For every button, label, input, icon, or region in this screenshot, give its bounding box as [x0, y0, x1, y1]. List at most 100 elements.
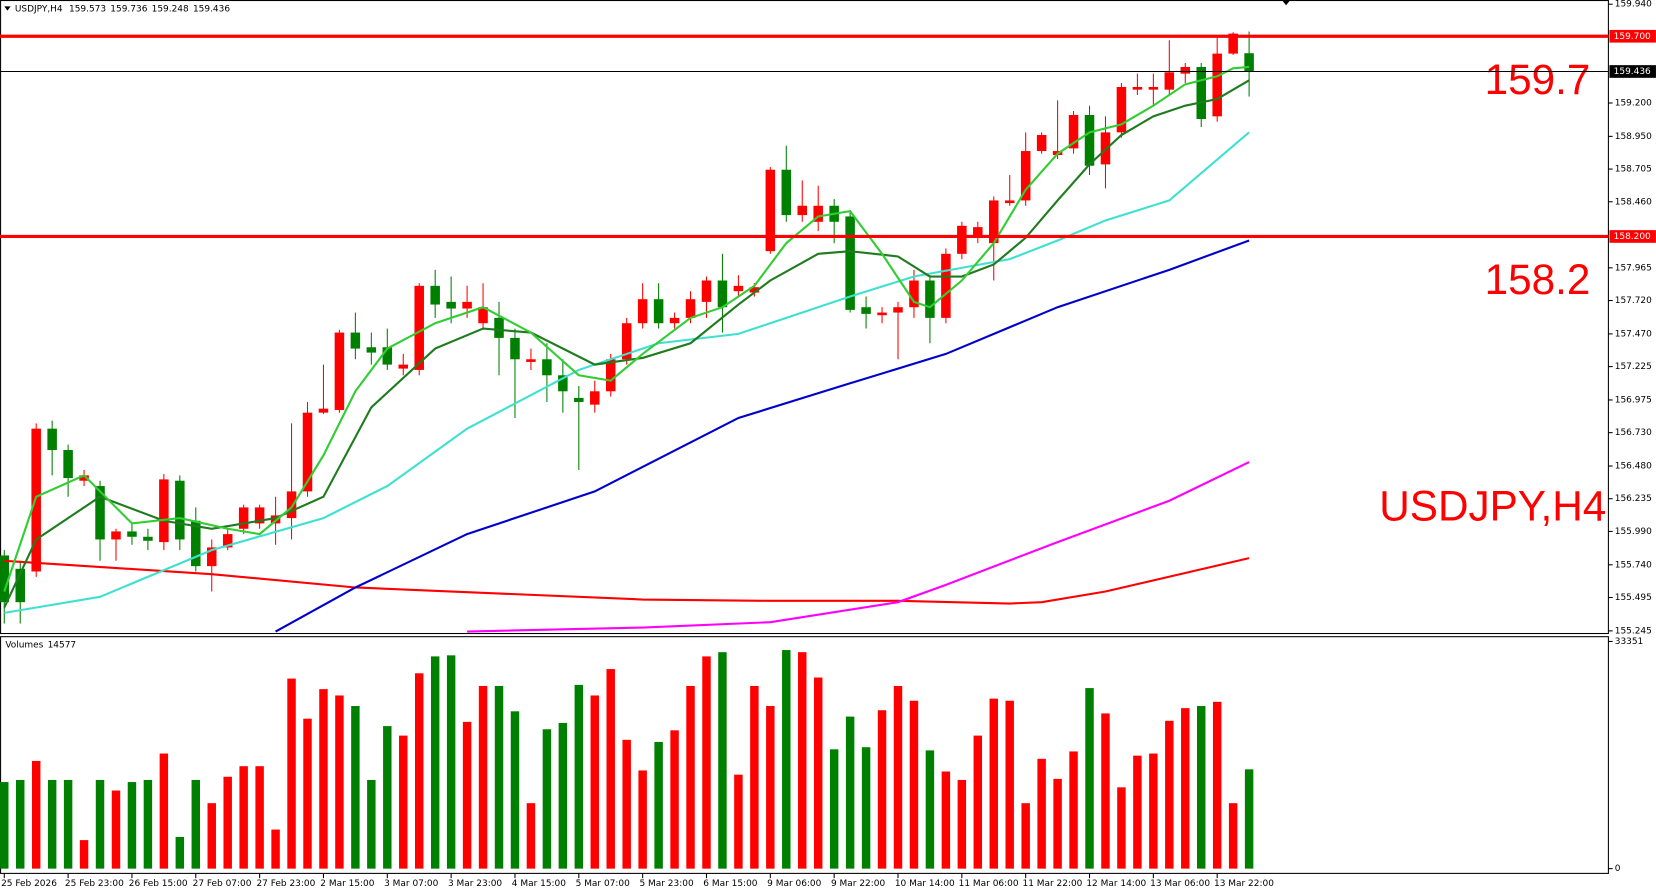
volume-bar: [861, 747, 871, 869]
volume-tick-label: 33351: [1615, 637, 1644, 647]
candle-body: [510, 337, 520, 360]
candle-body: [494, 317, 504, 338]
candle-body: [1068, 115, 1079, 149]
volume-bar: [686, 685, 695, 869]
candle-body: [191, 520, 201, 567]
volume-bar: [16, 779, 25, 869]
volume-bar: [494, 685, 504, 869]
candle-body: [973, 227, 983, 238]
candle-body: [621, 323, 632, 360]
volume-bar: [1117, 787, 1126, 869]
volume-bar: [159, 753, 169, 869]
candle-body: [318, 408, 329, 413]
y-tick-label: 155.245: [1615, 626, 1652, 636]
candle-body: [1228, 33, 1238, 54]
volume-bar: [31, 760, 41, 869]
candle-body: [127, 531, 137, 537]
candle-body: [558, 375, 568, 392]
volume-bar: [0, 782, 9, 869]
volume-bar: [207, 803, 216, 869]
candle-body: [845, 216, 855, 310]
level-label: 158.200: [1614, 232, 1651, 242]
volume-bar: [239, 766, 248, 869]
volume-bar: [79, 840, 89, 869]
x-tick-label: 11 Mar 06:00: [959, 879, 1019, 889]
shift-marker: [1281, 0, 1291, 6]
x-tick-label: 9 Mar 06:00: [767, 879, 821, 889]
volume-last: 14577: [48, 640, 77, 650]
y-tick-label: 158.950: [1615, 132, 1652, 142]
candle-body: [1116, 86, 1127, 133]
volume-bar: [1133, 755, 1142, 869]
volume-bar: [351, 706, 360, 869]
candle-body: [446, 301, 456, 309]
volume-bar: [526, 803, 536, 869]
volume-header: Volumes 14577: [5, 640, 76, 650]
volume-bar: [877, 710, 887, 869]
volume-bar: [446, 655, 456, 869]
candle-body: [542, 359, 552, 376]
candle-body: [685, 299, 696, 318]
candle-body: [15, 568, 25, 603]
candle-body: [334, 332, 345, 410]
volume-bar: [654, 741, 663, 869]
candle-body: [302, 412, 313, 492]
candle-body: [925, 280, 935, 318]
x-tick-label: 27 Feb 23:00: [256, 879, 315, 889]
volume-bar: [1181, 708, 1190, 869]
candle-body: [95, 486, 105, 540]
candle-body: [79, 475, 89, 481]
candle-body: [765, 169, 776, 252]
candle-body: [31, 428, 41, 572]
x-tick-label: 6 Mar 15:00: [703, 879, 757, 889]
volume-bar: [989, 698, 998, 869]
chart-header: USDJPY,H4 159.573 159.736 159.248 159.436: [15, 4, 230, 14]
candle-body: [478, 307, 488, 324]
x-tick-label: 5 Mar 07:00: [576, 879, 630, 889]
volume-bar: [813, 677, 823, 869]
candle-body: [1020, 151, 1031, 201]
candle-body: [749, 287, 760, 293]
candle-body: [1196, 66, 1206, 120]
x-tick-label: 2 Mar 15:00: [320, 879, 374, 889]
candle-body: [797, 205, 808, 216]
moving-average: [275, 239, 1250, 633]
volume-bar: [1149, 753, 1158, 869]
level-box: [1609, 29, 1656, 43]
volume-bar: [383, 726, 392, 869]
candle-body: [813, 205, 823, 222]
candle-body: [175, 480, 185, 540]
y-tick-label: 159.940: [1615, 0, 1652, 10]
candle-body: [462, 301, 472, 309]
volume-bar: [1244, 769, 1254, 869]
volume-bar: [47, 779, 57, 869]
level-label: 159.700: [1614, 32, 1651, 42]
volume-bar: [399, 735, 408, 869]
candle-body: [605, 359, 616, 392]
x-tick-label: 25 Feb 2026: [1, 879, 57, 889]
candle-body: [1244, 53, 1254, 72]
open: 159.573: [69, 4, 106, 14]
y-tick-label: 156.235: [1615, 494, 1652, 504]
x-tick-label: 5 Mar 23:00: [639, 879, 693, 889]
volume-bar: [414, 673, 424, 869]
close: 159.436: [193, 4, 230, 14]
volume-bar: [271, 829, 280, 869]
candle-body: [1180, 66, 1191, 74]
y-tick-label: 157.720: [1615, 296, 1652, 306]
volume-tick-label: 0: [1615, 864, 1621, 874]
volume-bar: [1165, 720, 1174, 869]
volume-bar: [1212, 701, 1222, 869]
level-annotation: 158.2: [1485, 256, 1591, 303]
x-tick-label: 13 Mar 22:00: [1214, 879, 1274, 889]
candle-body: [206, 547, 217, 567]
volume-bar: [957, 779, 967, 869]
volume-bar: [1053, 778, 1062, 869]
volume-bar: [303, 718, 312, 869]
candle-body: [222, 534, 233, 548]
volume-bar: [845, 716, 855, 869]
volume-bar: [127, 782, 137, 869]
moving-average: [467, 461, 1250, 633]
volume-bar: [143, 779, 153, 869]
